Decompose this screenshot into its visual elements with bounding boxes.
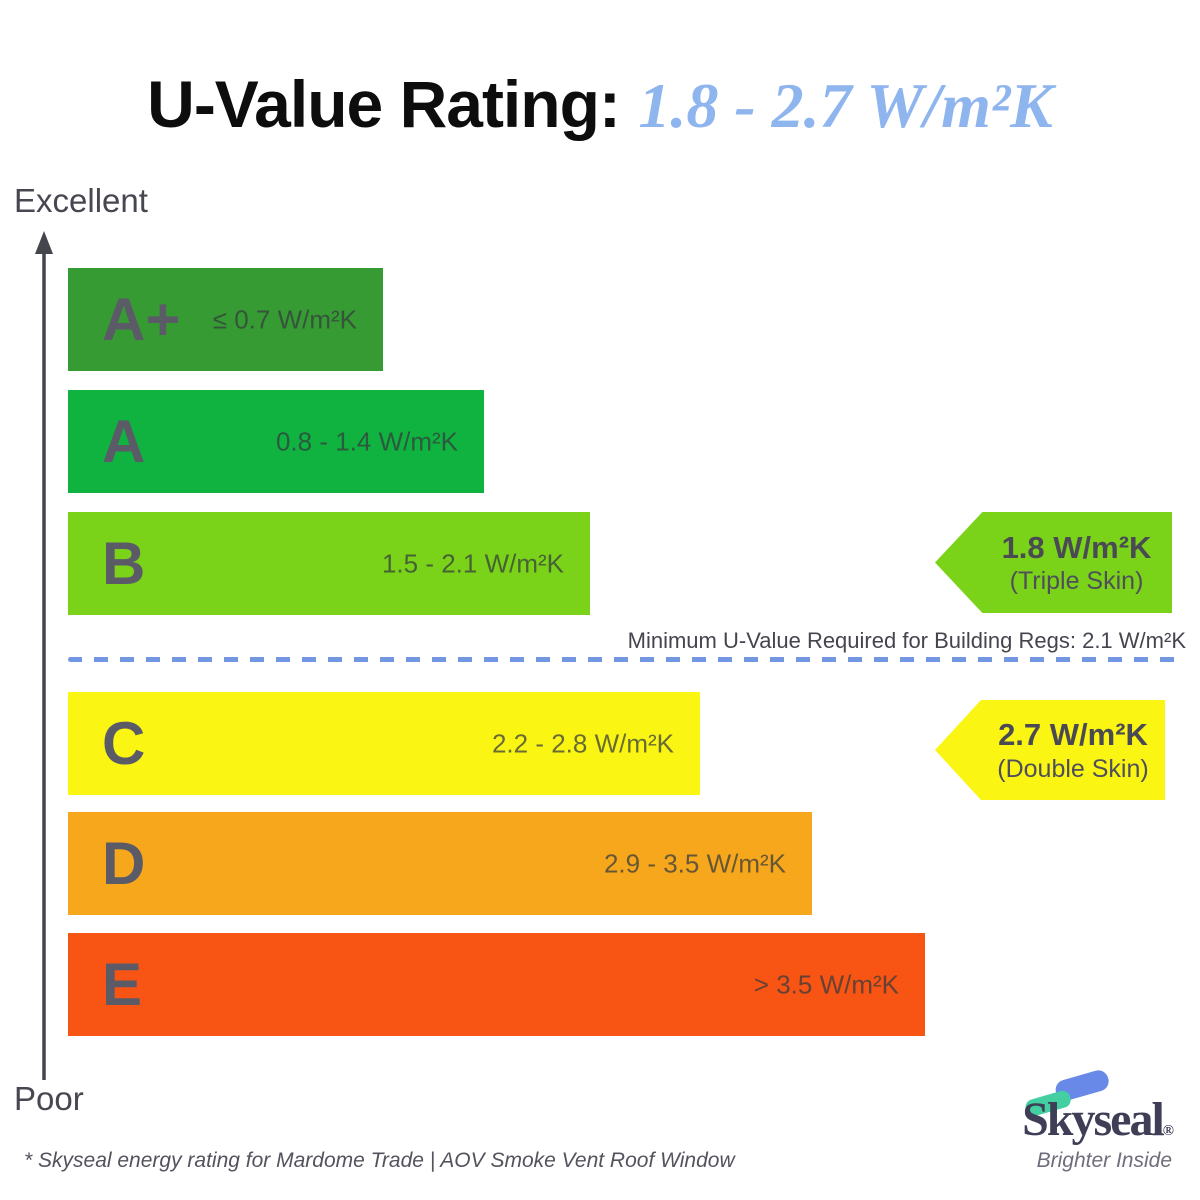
u-value-range: 2.9 - 3.5 W/m²K: [603, 848, 786, 878]
grade-letter: D: [102, 829, 146, 897]
grade-letter: E: [102, 950, 143, 1018]
skyseal-wordmark-text: Skyseal: [1022, 1093, 1165, 1146]
marker-triple-skin-label: (Triple Skin): [1009, 567, 1144, 596]
rating-bar-c: C 2.2 - 2.8 W/m²K: [68, 692, 700, 795]
rating-bar-d: D 2.9 - 3.5 W/m²K: [68, 812, 812, 915]
u-value-range: 1.5 - 2.1 W/m²K: [381, 548, 564, 578]
rating-bar-aplus: A+ ≤ 0.7 W/m²K: [68, 268, 383, 371]
axis-arrow-icon: [35, 231, 53, 1080]
marker-triple-skin-value: 1.8 W/m²K: [1001, 529, 1152, 565]
marker-double-skin: 2.7 W/m²K (Double Skin): [935, 700, 1165, 800]
rating-bar-a: A 0.8 - 1.4 W/m²K: [68, 390, 484, 493]
u-value-range: 0.8 - 1.4 W/m²K: [275, 426, 458, 456]
registered-mark-icon: ®: [1162, 1123, 1174, 1139]
grade-letter: C: [102, 709, 146, 777]
marker-double-skin-value: 2.7 W/m²K: [998, 717, 1148, 753]
marker-triple-skin: 1.8 W/m²K (Triple Skin): [935, 512, 1172, 613]
skyseal-tagline: Brighter Inside: [1036, 1149, 1172, 1172]
axis-label-excellent: Excellent: [14, 182, 148, 219]
axis-label-poor: Poor: [14, 1080, 84, 1117]
grade-letter: B: [102, 529, 146, 597]
rating-bar-b: B 1.5 - 2.1 W/m²K: [68, 512, 590, 615]
grade-letter: A: [102, 407, 146, 475]
page-title: U-Value Rating: 1.8 - 2.7 W/m²K: [0, 66, 1200, 143]
u-value-range: ≤ 0.7 W/m²K: [212, 304, 357, 334]
threshold-dashed-line: [68, 657, 1186, 662]
u-value-range: > 3.5 W/m²K: [753, 969, 899, 999]
threshold-label: Minimum U-Value Required for Building Re…: [627, 628, 1186, 653]
title-label: U-Value Rating:: [147, 67, 621, 141]
skyseal-logo-mark-icon: [1025, 1070, 1109, 1117]
u-value-range: 2.2 - 2.8 W/m²K: [491, 728, 674, 758]
footnote: * Skyseal energy rating for Mardome Trad…: [24, 1149, 735, 1172]
grade-letter: A+: [102, 285, 181, 353]
marker-double-skin-label: (Double Skin): [997, 754, 1149, 783]
rating-bar-e: E > 3.5 W/m²K: [68, 933, 925, 1036]
title-value: 1.8 - 2.7 W/m²K: [638, 70, 1053, 141]
skyseal-wordmark: Skyseal®: [1022, 1096, 1174, 1144]
